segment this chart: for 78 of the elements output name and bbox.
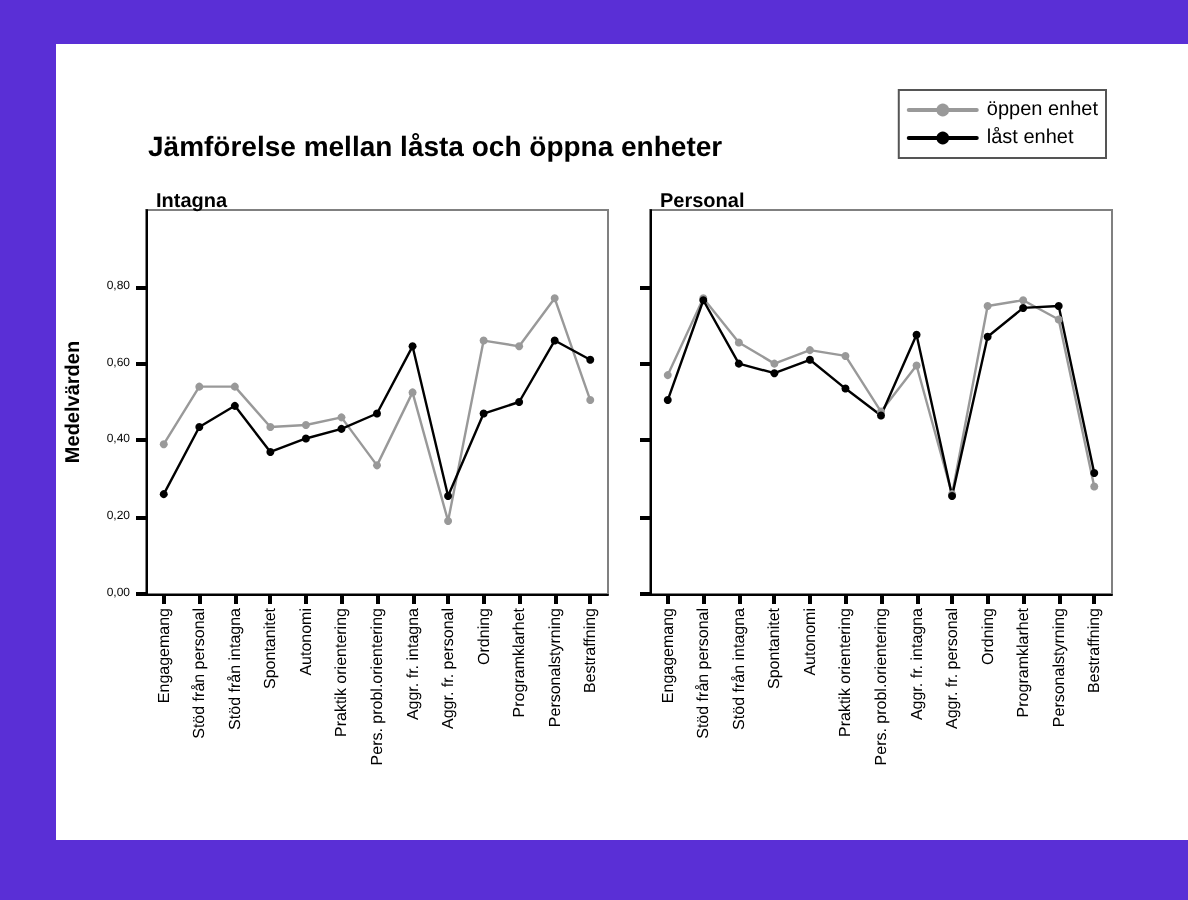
x-tick-label: Praktik orientering [332, 608, 351, 737]
x-tick-label: Aggr. fr. personal [439, 607, 458, 729]
point [841, 351, 850, 360]
legend-label: öppen enhet [986, 99, 1099, 121]
x-tick-label: Aggr. fr. personal [943, 607, 962, 729]
point [266, 447, 275, 456]
x-tick-label: Programklarhet [1014, 606, 1033, 718]
x-tick-label: Pers. probl.orientering [368, 608, 386, 766]
point [195, 422, 204, 431]
x-tick-label: Aggr. fr. intagna [403, 606, 422, 721]
point [373, 409, 381, 418]
point [586, 355, 595, 364]
point [195, 382, 204, 391]
y-axis-title: Medelvärden [63, 340, 85, 464]
x-tick-label: Stöd från intagna [225, 606, 244, 730]
point [408, 388, 417, 397]
point [159, 440, 168, 449]
x-tick-label: Stöd från intagna [729, 606, 748, 730]
point [479, 409, 488, 418]
x-tick-label: Engagemang [658, 608, 677, 704]
x-tick-label: Praktik orientering [836, 608, 855, 737]
chart-title: Personal [660, 191, 745, 213]
x-tick-label: Programklarhet [510, 606, 529, 718]
point [550, 294, 559, 303]
x-tick-label: Personalstyrning [545, 608, 564, 728]
chart-title: Intagna [156, 191, 228, 213]
point [373, 461, 381, 470]
point [444, 517, 453, 526]
legend-label: låst enhet [986, 125, 1074, 149]
text: Jämförelse mellan låsta och öppna enheter [148, 130, 724, 162]
x-tick-label: Ordning [978, 608, 997, 665]
point [159, 490, 168, 499]
x-tick-label: Bestraffning [581, 608, 600, 694]
point [805, 346, 814, 355]
x-tick-label: Personalstyrning [1049, 608, 1068, 728]
point [479, 336, 488, 345]
point [983, 332, 992, 341]
point [266, 422, 275, 431]
point [1054, 302, 1063, 310]
point [663, 371, 672, 380]
x-tick-label: Autonomi [296, 607, 315, 676]
point [1019, 303, 1028, 312]
point [550, 336, 559, 345]
x-tick-label: Ordning [474, 608, 493, 665]
point [912, 361, 921, 370]
point [734, 338, 743, 347]
point [230, 401, 239, 410]
point [1019, 296, 1028, 305]
x-tick-label: Stöd från personal [694, 607, 713, 739]
point [515, 342, 524, 351]
point [444, 492, 453, 501]
x-tick-label: Spontanitet [765, 606, 784, 689]
point [337, 424, 346, 433]
point [912, 330, 921, 339]
point [337, 413, 346, 422]
point [805, 355, 814, 364]
x-tick-label: Autonomi [800, 607, 819, 676]
x-tick-label: Spontanitet [261, 606, 280, 689]
point [1090, 482, 1099, 491]
point [983, 302, 992, 310]
point [301, 434, 310, 443]
point [301, 421, 310, 430]
point [586, 396, 595, 405]
x-tick-label: Engagemang [154, 608, 173, 704]
x-tick-label: Aggr. fr. intagna [907, 606, 926, 721]
point [1090, 469, 1099, 478]
point [230, 382, 239, 391]
x-tick-label: Bestraffning [1085, 608, 1104, 694]
point [770, 369, 779, 378]
x-tick-label: Stöd från personal [190, 607, 209, 739]
point [841, 384, 850, 393]
x-tick-label: Pers. probl.orientering [872, 608, 890, 766]
point [408, 342, 417, 351]
point [663, 396, 672, 405]
point [1054, 315, 1063, 324]
point [515, 398, 524, 406]
point [770, 359, 779, 368]
point [734, 359, 743, 368]
